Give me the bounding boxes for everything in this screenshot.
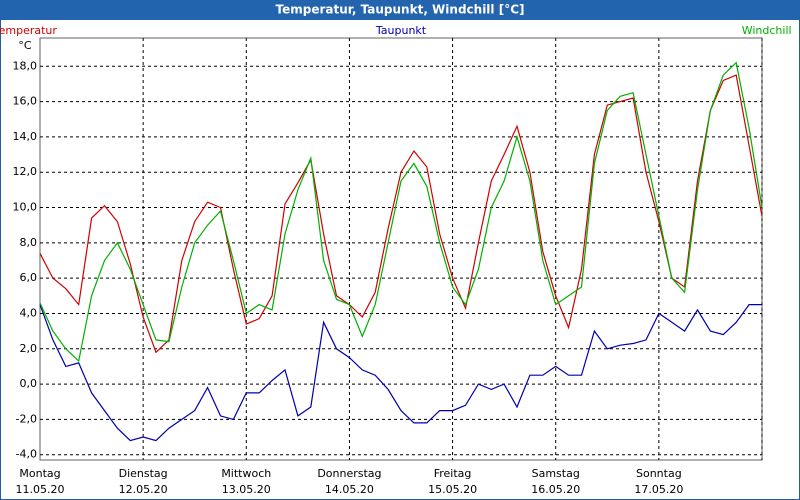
y-tick-label: 10,0 [13, 201, 38, 214]
y-tick-label: 16,0 [13, 95, 38, 108]
x-date-label: 12.05.20 [119, 483, 168, 496]
y-tick-label: 6,0 [20, 271, 38, 284]
x-day-label: Sonntag [636, 467, 682, 480]
y-tick-label: 2,0 [20, 342, 38, 355]
legend-label: Temperatur [0, 24, 57, 37]
title-bar [0, 0, 800, 20]
x-day-label: Montag [19, 467, 60, 480]
series-line [39, 61, 763, 363]
y-tick-label: 4,0 [20, 306, 38, 319]
legend-label: Windchill [742, 24, 792, 37]
x-date-label: 17.05.20 [634, 483, 683, 496]
plot-area [39, 37, 763, 461]
x-date-label: 11.05.20 [16, 483, 65, 496]
y-unit: °C [18, 39, 32, 52]
y-tick-label: 14,0 [13, 130, 38, 143]
y-tick-label: -2,0 [16, 412, 37, 425]
x-day-label: Dienstag [119, 467, 168, 480]
x-day-label: Donnerstag [317, 467, 381, 480]
chart-title: Temperatur, Taupunkt, Windchill [°C] [276, 3, 525, 17]
y-tick-label: 18,0 [13, 59, 38, 72]
x-day-label: Freitag [434, 467, 472, 480]
x-date-label: 14.05.20 [325, 483, 374, 496]
legend-label: Taupunkt [375, 24, 427, 37]
series-line [39, 304, 762, 442]
y-tick-label: 0,0 [20, 377, 38, 390]
y-tick-label: -4,0 [16, 448, 37, 461]
x-date-label: 13.05.20 [222, 483, 271, 496]
x-day-label: Mittwoch [221, 467, 271, 480]
x-day-label: Samstag [532, 467, 580, 480]
y-tick-label: 8,0 [20, 236, 38, 249]
series-line [39, 74, 763, 354]
y-tick-label: 12,0 [13, 165, 38, 178]
x-date-label: 16.05.20 [531, 483, 580, 496]
x-date-label: 15.05.20 [428, 483, 477, 496]
